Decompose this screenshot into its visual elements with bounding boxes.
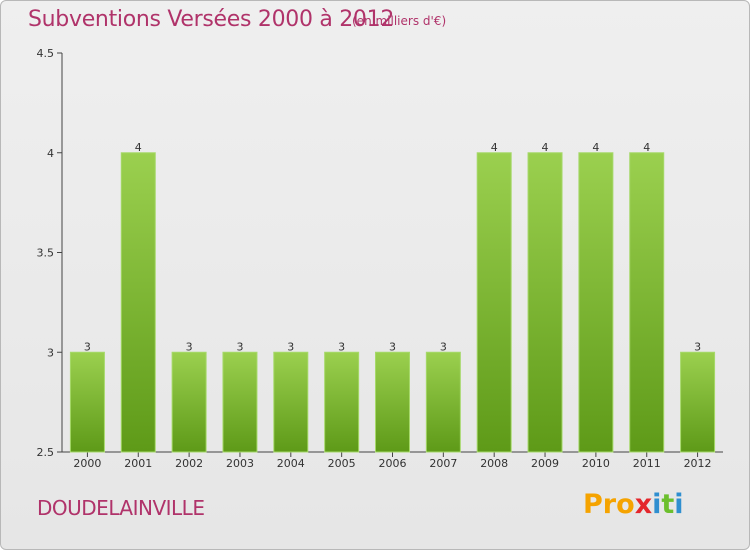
- x-tick-label: 2011: [633, 457, 661, 470]
- logo-letter: o: [616, 489, 635, 520]
- logo-letter: x: [634, 489, 653, 520]
- bar: [476, 152, 512, 453]
- city-name: DOUDELAINVILLE: [37, 496, 205, 520]
- x-tick-label: 2006: [379, 457, 407, 470]
- y-tick-label: 4: [47, 147, 54, 160]
- x-tick-label: 2003: [226, 457, 254, 470]
- logo-letter: i: [652, 489, 662, 520]
- x-tick-label: 2000: [73, 457, 101, 470]
- x-tick-label: 2008: [480, 457, 508, 470]
- x-tick-label: 2005: [328, 457, 356, 470]
- logo-letter: i: [674, 489, 684, 520]
- bar: [69, 351, 105, 453]
- bar: [273, 351, 309, 453]
- bar-value-label: 4: [542, 141, 549, 154]
- bar: [578, 152, 614, 453]
- chart-unit: (en milliers d'€): [352, 14, 447, 28]
- x-tick-label: 2004: [277, 457, 305, 470]
- bar-value-label: 3: [236, 340, 243, 353]
- labels: 2000 3 2001 4 2002 3 2003 3 2004 3 2005 3 2006 3 2007 3…: [73, 141, 711, 470]
- bar-value-label: 3: [186, 340, 193, 353]
- bar: [120, 152, 156, 453]
- bars: [69, 152, 716, 453]
- bar: [680, 351, 716, 453]
- bar-value-label: 3: [84, 340, 91, 353]
- bar-value-label: 3: [694, 340, 701, 353]
- bar: [222, 351, 258, 453]
- proxiti-logo[interactable]: Proxiti: [583, 489, 693, 525]
- bar-value-label: 3: [440, 340, 447, 353]
- x-tick-label: 2001: [124, 457, 152, 470]
- logo-letter: r: [602, 489, 617, 520]
- bar: [375, 351, 410, 453]
- y-tick-label: 2.5: [37, 446, 55, 459]
- logo-letter: t: [661, 489, 675, 520]
- bar: [527, 152, 563, 453]
- bar-value-label: 4: [491, 141, 498, 154]
- bar-value-label: 4: [135, 141, 142, 154]
- bar: [171, 351, 207, 453]
- x-tick-label: 2007: [429, 457, 457, 470]
- bar-value-label: 4: [592, 141, 599, 154]
- bar-value-label: 3: [389, 340, 396, 353]
- bar: [629, 152, 665, 453]
- bar-value-label: 3: [338, 340, 345, 353]
- y-tick-label: 4.5: [37, 47, 55, 60]
- x-tick-label: 2002: [175, 457, 203, 470]
- bar-value-label: 3: [287, 340, 294, 353]
- chart-title: Subventions Versées 2000 à 2012: [28, 7, 395, 32]
- bar: [324, 351, 360, 453]
- logo-letter: P: [583, 489, 603, 520]
- bar: [425, 351, 461, 453]
- y-tick-label: 3: [47, 346, 54, 359]
- x-tick-label: 2009: [531, 457, 559, 470]
- y-tick-label: 3.5: [37, 247, 55, 260]
- x-tick-label: 2012: [684, 457, 712, 470]
- bar-value-label: 4: [643, 141, 650, 154]
- x-tick-label: 2010: [582, 457, 610, 470]
